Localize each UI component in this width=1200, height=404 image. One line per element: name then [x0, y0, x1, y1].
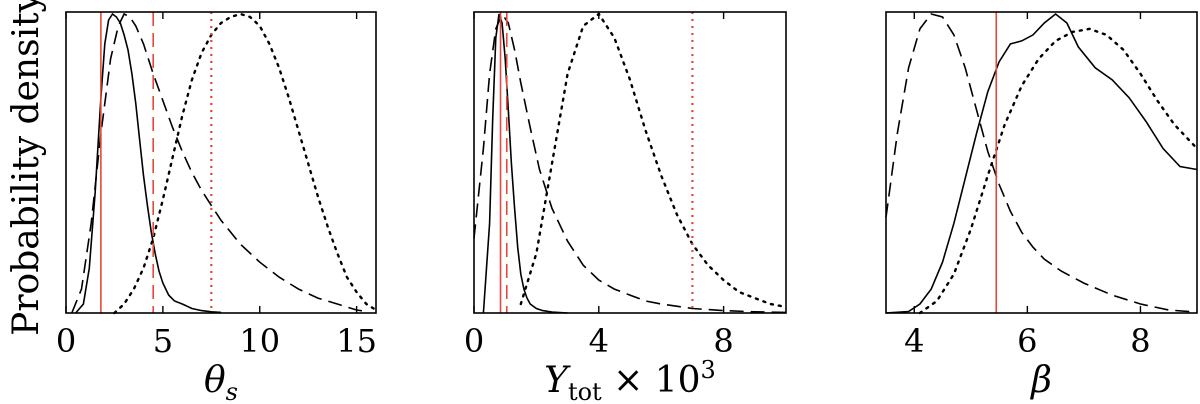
series-dashed-line — [473, 12, 787, 314]
plot-frame — [65, 11, 377, 314]
series-dotted-line — [918, 27, 1199, 315]
x-tick-label: 15 — [336, 322, 377, 360]
subscript-tot: tot — [568, 378, 602, 404]
x-ticks: 4 6 8 — [904, 12, 1151, 360]
series-solid-line — [885, 12, 1198, 314]
y-axis-label: Probability density — [6, 0, 47, 336]
x-tick-label: 6 — [1017, 322, 1037, 360]
series-layer — [71, 12, 378, 315]
x-axis-label-beta: β — [1029, 360, 1052, 401]
panel-beta: 4 6 8 β — [885, 11, 1199, 401]
x-tick-label: 0 — [56, 322, 76, 360]
series-solid-line — [75, 12, 222, 314]
times-ten: × 10 — [602, 360, 701, 401]
ytot-symbol: Y — [544, 360, 571, 401]
plot-frame — [473, 11, 787, 314]
beta-symbol: β — [1029, 360, 1052, 401]
x-ticks: 0 4 8 — [464, 12, 734, 360]
x-tick-label: 4 — [589, 322, 609, 360]
series-dashed-line — [885, 13, 1198, 313]
series-layer — [473, 12, 788, 314]
x-tick-label: 5 — [153, 322, 173, 360]
series-dotted-line — [519, 12, 788, 309]
series-solid-line — [482, 13, 568, 314]
reference-lines — [499, 12, 694, 313]
x-tick-label: 8 — [1130, 322, 1150, 360]
x-ticks: 0 5 10 15 — [56, 12, 377, 360]
exponent-3: 3 — [701, 356, 716, 384]
theta-symbol: θ — [204, 360, 226, 401]
x-axis-label-ytot: Ytot × 103 — [544, 356, 716, 404]
x-tick-label: 0 — [464, 322, 484, 360]
subscript-s: s — [226, 378, 238, 404]
panel-ytot: 0 4 8 Ytot × 103 — [464, 11, 788, 404]
x-axis-label-theta: θs — [204, 360, 238, 404]
x-tick-label: 8 — [713, 322, 733, 360]
series-dotted-line — [113, 12, 378, 315]
x-tick-label: 4 — [904, 322, 924, 360]
x-tick-label: 10 — [239, 322, 280, 360]
plot-frame — [885, 11, 1198, 314]
reference-lines — [100, 12, 213, 313]
panel-theta: 0 5 10 15 θs — [56, 11, 378, 404]
series-dashed-line — [71, 12, 367, 314]
series-layer — [885, 12, 1199, 315]
